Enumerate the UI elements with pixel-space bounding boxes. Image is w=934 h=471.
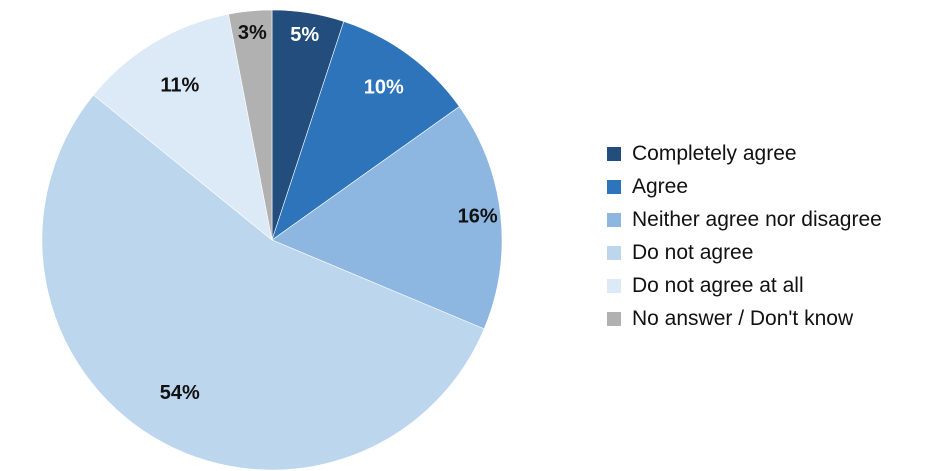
pie-slices bbox=[41, 9, 503, 471]
slice-value-label: 54% bbox=[160, 382, 200, 404]
pie-slice-do-not-agree-at-all bbox=[93, 13, 273, 241]
pie-slice-labels: 5% 10% 16% 54% 11% 3% bbox=[160, 22, 498, 404]
pie-slice-no-answer-don-t-know bbox=[228, 9, 273, 241]
slice-value-label: 11% bbox=[160, 74, 199, 96]
pie-slice-agree bbox=[271, 21, 460, 241]
legend-item-no-answer: No answer / Don't know bbox=[607, 302, 882, 335]
pie-slice-do-not-agree bbox=[41, 94, 485, 471]
slice-value-label: 3% bbox=[238, 22, 267, 44]
pie-slice-neither-agree-nor-disagree bbox=[271, 106, 503, 330]
legend-swatch bbox=[607, 278, 621, 293]
legend-item-do-not-agree: Do not agree bbox=[607, 236, 882, 269]
legend-label: Neither agree nor disagree bbox=[632, 207, 882, 231]
legend-item-neither: Neither agree nor disagree bbox=[607, 203, 882, 236]
slice-value-label: 16% bbox=[458, 205, 498, 227]
legend-item-do-not-agree-at-all: Do not agree at all bbox=[607, 269, 882, 302]
legend: Completely agree Agree Neither agree nor… bbox=[607, 137, 882, 335]
legend-swatch bbox=[607, 212, 621, 227]
legend-swatch bbox=[607, 146, 621, 161]
legend-label: Do not agree at all bbox=[632, 273, 804, 297]
legend-label: Completely agree bbox=[632, 141, 797, 165]
legend-label: Agree bbox=[632, 174, 689, 198]
slice-value-label: 10% bbox=[364, 76, 404, 98]
legend-item-agree: Agree bbox=[607, 170, 882, 203]
legend-swatch bbox=[607, 245, 621, 260]
legend-item-completely-agree: Completely agree bbox=[607, 137, 882, 170]
legend-swatch bbox=[607, 311, 621, 326]
legend-swatch bbox=[607, 179, 621, 194]
legend-label: Do not agree bbox=[632, 240, 754, 264]
legend-label: No answer / Don't know bbox=[632, 306, 854, 330]
slice-value-label: 5% bbox=[290, 24, 319, 46]
